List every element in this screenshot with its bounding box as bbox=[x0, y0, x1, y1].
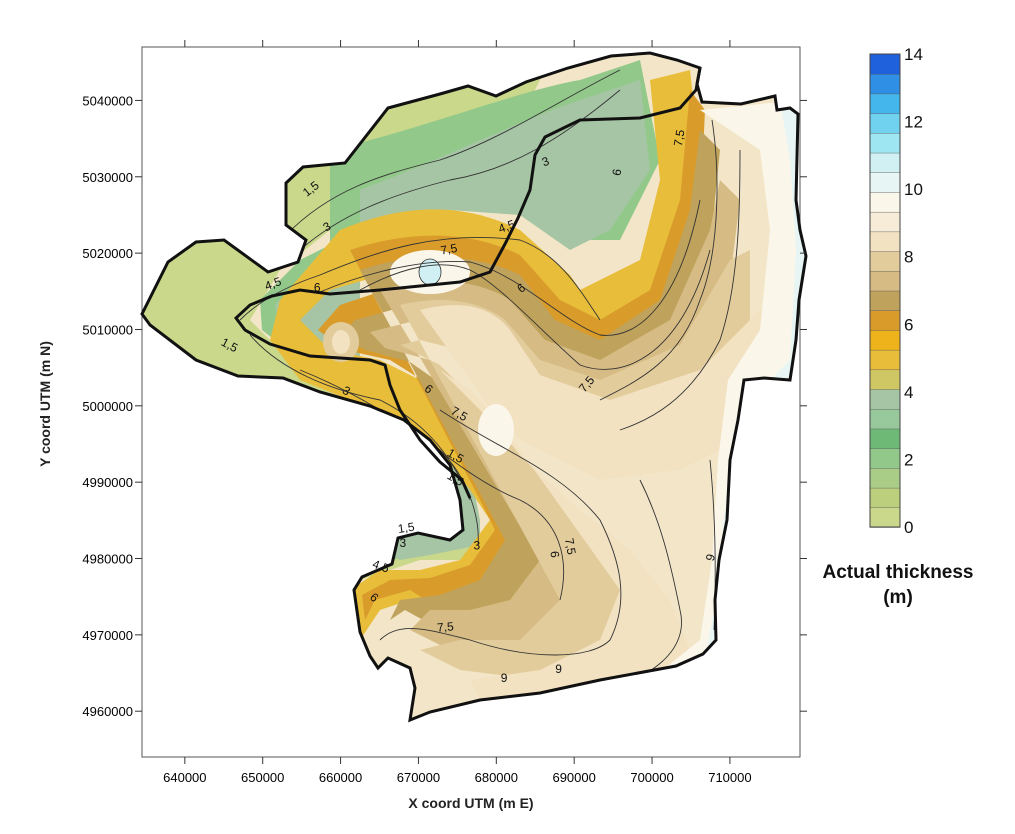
contour-label: 6 bbox=[609, 167, 624, 176]
colorbar-band bbox=[869, 349, 901, 371]
colorbar-band bbox=[869, 132, 901, 154]
y-tick-label: 5030000 bbox=[82, 170, 133, 185]
x-tick-label: 650000 bbox=[241, 770, 284, 785]
y-tick-label: 4960000 bbox=[82, 704, 133, 719]
colorbar-band bbox=[869, 447, 901, 469]
colorbar-band bbox=[869, 191, 901, 213]
contour-label: 3 bbox=[400, 536, 407, 550]
x-tick-label: 640000 bbox=[163, 770, 206, 785]
colorbar-band bbox=[869, 428, 901, 449]
colorbar-tick-label: 12 bbox=[904, 113, 923, 132]
colorbar-band bbox=[869, 172, 901, 193]
contour-label: 3 bbox=[540, 154, 551, 170]
x-tick-label: 670000 bbox=[397, 770, 440, 785]
contour-label: 6 bbox=[314, 280, 321, 294]
x-axis-title: X coord UTM (m E) bbox=[408, 795, 533, 811]
y-tick-label: 4980000 bbox=[82, 552, 133, 567]
contour-labels: 1,534,5 67,51,53 67,51,51,51,53 34,5667,57,… bbox=[219, 128, 718, 685]
colorbar-band bbox=[869, 329, 901, 351]
x-tick-label: 710000 bbox=[708, 770, 751, 785]
colorbar-band bbox=[869, 487, 901, 508]
x-tick-label: 700000 bbox=[630, 770, 673, 785]
contour-label: 4,5 bbox=[263, 274, 284, 293]
contour-label: 7,5 bbox=[562, 537, 579, 556]
colorbar-band bbox=[869, 53, 901, 75]
contour-label: 9 bbox=[501, 671, 508, 685]
y-axis-title: Y coord UTM (m N) bbox=[37, 341, 53, 467]
colorbar-frame bbox=[869, 53, 901, 528]
y-tick-label: 4990000 bbox=[82, 475, 133, 490]
contour-label: 7,5 bbox=[439, 241, 458, 258]
region-boundary bbox=[140, 51, 808, 723]
inner-boundary bbox=[233, 67, 702, 499]
colorbar-band bbox=[869, 112, 901, 134]
colorbar-band bbox=[869, 507, 901, 528]
colorbar-band bbox=[869, 250, 901, 272]
colorbar-band bbox=[869, 152, 901, 173]
y-tick-label: 5010000 bbox=[82, 322, 133, 337]
colorbar-title-line1: Actual thickness bbox=[823, 562, 974, 583]
y-axis: 4960000 4970000 4980000 4990000 5000000 50100… bbox=[82, 93, 807, 719]
colorbar-tick-label: 8 bbox=[904, 248, 913, 267]
colorbar-band bbox=[869, 408, 901, 430]
colorbar-band bbox=[869, 467, 901, 489]
y-tick-label: 5020000 bbox=[82, 246, 133, 261]
contour-label: 7,5 bbox=[436, 619, 454, 634]
colorbar-band bbox=[869, 290, 901, 311]
colorbar-tick-label: 4 bbox=[904, 383, 913, 402]
contour-label: 9 bbox=[703, 552, 718, 562]
colorbar-band bbox=[869, 310, 901, 331]
y-tick-label: 4970000 bbox=[82, 628, 133, 643]
contour-label: 3 bbox=[473, 538, 480, 552]
colorbar-band bbox=[869, 388, 901, 410]
colorbar: 0 2 4 6 8 10 12 14 bbox=[869, 45, 923, 537]
y-tick-label: 5040000 bbox=[82, 93, 133, 108]
x-axis: 640000 650000 660000 670000 680000 690000 7000… bbox=[163, 40, 752, 785]
y-tick-label: 5000000 bbox=[82, 399, 133, 414]
colorbar-band bbox=[869, 73, 901, 95]
contour-label: 4,5 bbox=[371, 557, 392, 576]
colorbar-band bbox=[869, 369, 901, 390]
contour-label: 9 bbox=[555, 662, 562, 676]
colorbar-tick-label: 0 bbox=[904, 518, 913, 537]
colorbar-band bbox=[869, 231, 901, 252]
colorbar-tick-label: 10 bbox=[904, 180, 923, 199]
contour-label: 6 bbox=[548, 550, 563, 558]
contour-label: 7,5 bbox=[671, 128, 688, 147]
colorbar-tick-label: 14 bbox=[904, 45, 923, 64]
contour-label: 4,5 bbox=[496, 217, 517, 236]
colorbar-band bbox=[869, 93, 901, 114]
colorbar-band bbox=[869, 211, 901, 233]
x-tick-label: 680000 bbox=[475, 770, 518, 785]
colorbar-band bbox=[869, 270, 901, 292]
colorbar-tick-label: 6 bbox=[904, 315, 913, 334]
colorbar-title-line2: (m) bbox=[883, 587, 913, 608]
colorbar-tick-label: 2 bbox=[904, 450, 913, 469]
x-tick-label: 660000 bbox=[319, 770, 362, 785]
x-tick-label: 690000 bbox=[552, 770, 595, 785]
contour-label: 1,5 bbox=[397, 520, 416, 536]
